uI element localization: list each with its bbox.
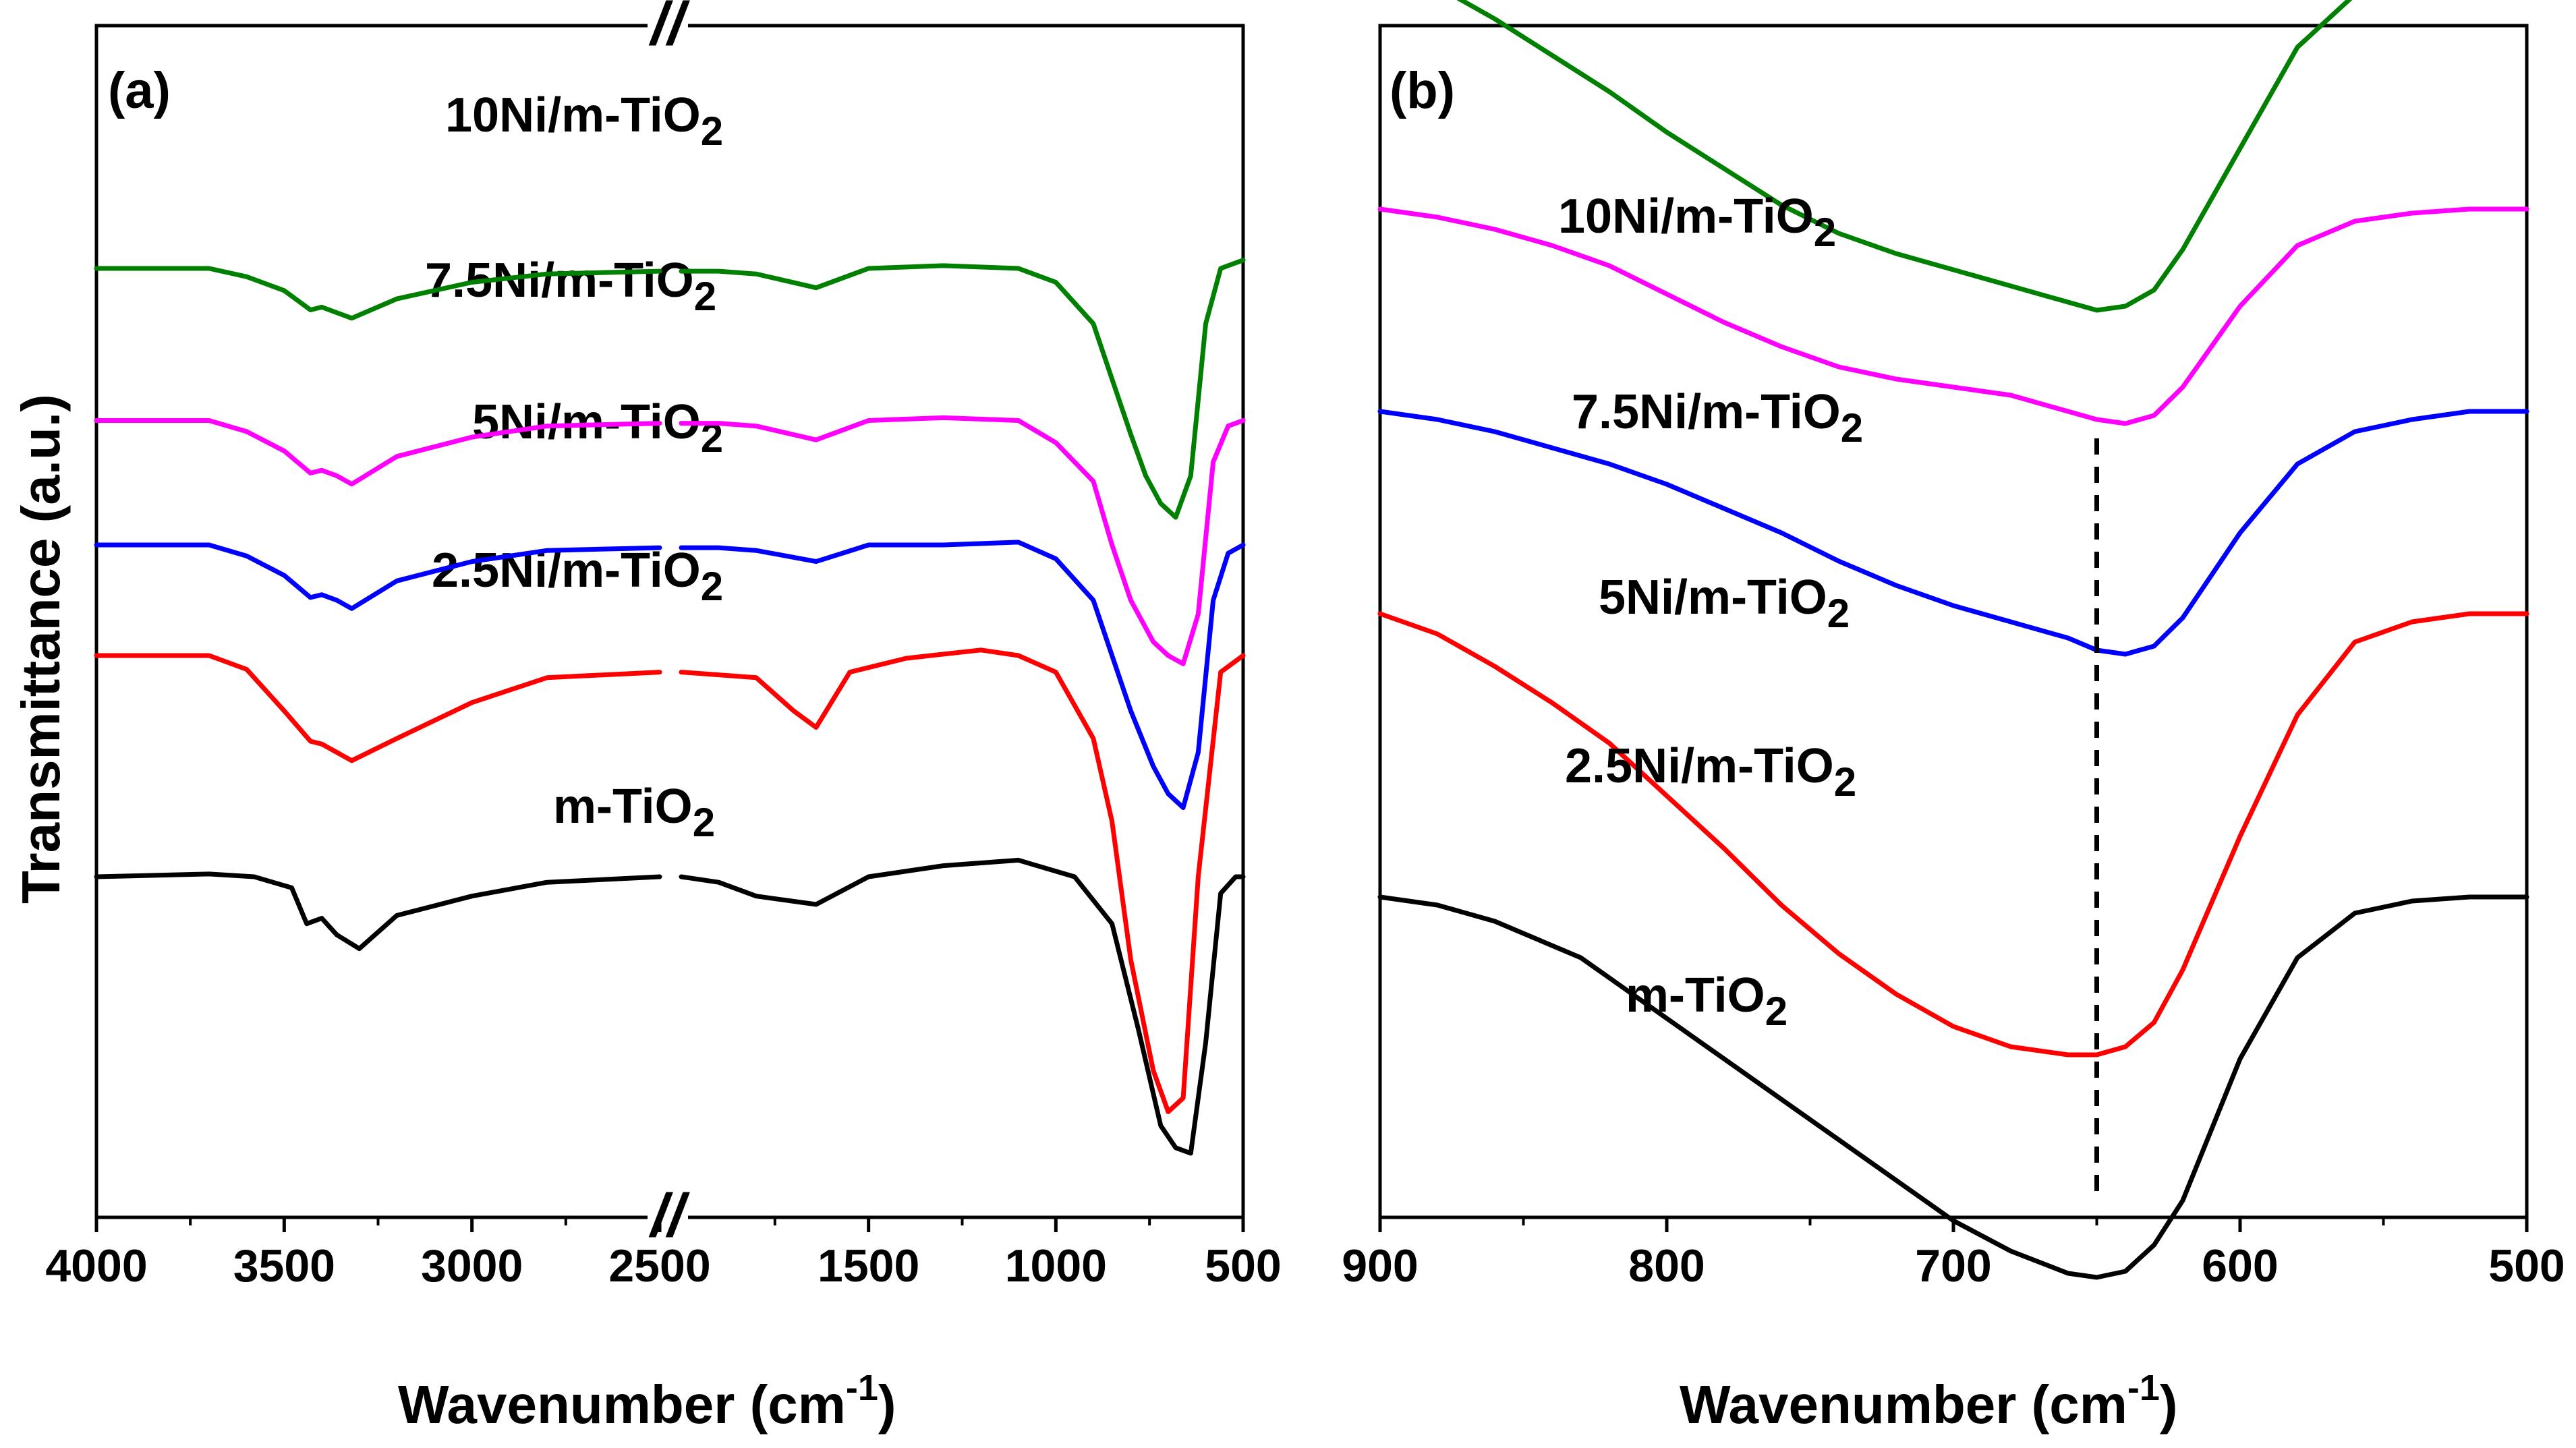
x-tick-label: 800 — [1628, 1240, 1705, 1292]
panel-b-frame — [1380, 26, 2527, 1217]
series-line-right — [681, 650, 1243, 1112]
x-tick-label: 700 — [1915, 1240, 1991, 1292]
x-tick-label: 1500 — [818, 1240, 919, 1292]
series-line-left — [96, 656, 660, 761]
series-label: m-TiO2 — [553, 780, 715, 845]
series-label: m-TiO2 — [1626, 968, 1787, 1034]
series-line — [1380, 411, 2527, 654]
series-line — [1380, 897, 2527, 1277]
panel-a: //// 4000 3500 3000 2500 1500 1000 500 m-TiO22… — [11, 0, 1282, 1448]
series-line-left — [96, 874, 660, 949]
x-tick-label: 2500 — [608, 1240, 710, 1292]
axis-break-mark: // — [648, 1182, 690, 1250]
series-line-right — [681, 542, 1243, 808]
series-label: 5Ni/m-TiO2 — [1599, 571, 1850, 636]
series-label: 10Ni/m-TiO2 — [1558, 190, 1836, 255]
x-tick-label: 1000 — [1005, 1240, 1107, 1292]
panel-b-series: m-TiO2 2.5Ni/m-TiO2 5Ni/m-TiO2 7.5Ni/m-TiO2… — [1380, 0, 2527, 1277]
panel-a-label: (a) — [108, 62, 171, 119]
x-tick-label: 3000 — [421, 1240, 523, 1292]
series-label: 7.5Ni/m-TiO2 — [1572, 385, 1863, 451]
x-tick-label: 600 — [2202, 1240, 2278, 1292]
chart: // // 4000 3500 3000 2500 1500 1000 500 m-TiO2 2… — [0, 0, 2576, 1448]
x-tick-label: 500 — [2488, 1240, 2565, 1292]
x-tick-label: 500 — [1205, 1240, 1281, 1292]
series-line-right — [681, 860, 1243, 1153]
series-line-right — [681, 260, 1243, 517]
panel-b-xlabel: Wavenumber (cm-1) — [1680, 1368, 2178, 1435]
series-label: 2.5Ni/m-TiO2 — [1565, 739, 1856, 805]
panel-a-ylabel: Transmittance (a.u.) — [11, 394, 71, 904]
panel-a-xlabel: Wavenumber (cm-1) — [398, 1368, 896, 1435]
x-tick-label: 4000 — [45, 1240, 147, 1292]
series-line-right — [681, 417, 1243, 664]
panel-b-ticks: 900 800 700 600 500 — [1342, 1217, 2565, 1292]
series-line — [1380, 209, 2527, 424]
panel-b: 900 800 700 600 500 m-TiO2 2.5Ni/m-TiO2 5Ni/m-… — [1342, 0, 2565, 1435]
panel-b-label: (b) — [1390, 62, 1455, 119]
series-line — [1380, 0, 2527, 310]
series-line — [1380, 614, 2527, 1055]
axis-break-mark: // — [648, 0, 690, 58]
x-tick-label: 900 — [1342, 1240, 1418, 1292]
x-tick-label: 3500 — [233, 1240, 335, 1292]
